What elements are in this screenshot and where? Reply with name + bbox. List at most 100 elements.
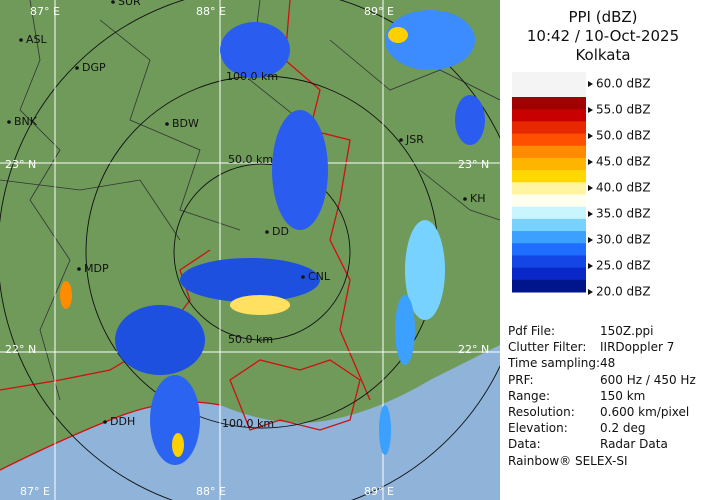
color-scale: 60.0 dBZ 55.0 dBZ 50.0 dBZ 45.0 dBZ 40.0 dBZ… [512,72,651,299]
scale-band [512,218,586,232]
city-dot [165,122,169,126]
grid-label: 87° E [30,5,60,18]
scale-tick [588,211,593,217]
city-label: DGP [82,61,106,74]
city-dot [399,138,403,142]
info-footer: Rainbow® SELEX-SI [508,453,628,468]
city-dot [265,230,269,234]
scale-top [512,72,586,97]
info-value: 0.2 deg [600,421,646,436]
info-key: Range: [508,388,551,403]
info-row: Data: Radar Data [508,437,668,452]
sea [0,345,500,500]
scale-tick [588,107,593,113]
grid-label: 89° E [364,485,394,498]
info-key: Resolution: [508,405,575,419]
city-dot [103,420,107,424]
info-value: IIRDoppler 7 [600,340,675,355]
scale-label: 35.0 dBZ [596,207,651,221]
scale-tick [588,81,593,87]
scale-label: 60.0 dBZ [596,77,651,91]
scale-band [512,194,586,208]
info-row: Pdf File: 150Z.ppi [508,324,654,338]
info-value: 0.600 km/pixel [600,405,690,419]
scale-band [512,231,586,244]
scale-tick [588,159,593,165]
info-value: 48 [600,356,616,371]
city-label: JSR [405,133,424,146]
city-label: DD [272,225,289,238]
scale-label: 50.0 dBZ [596,129,651,143]
info-row: Range: 150 km [508,388,645,403]
info-key: Data: [508,437,541,452]
info-row: PRF: 600 Hz / 450 Hz [508,372,696,387]
city-dot [301,275,305,279]
city-dot [7,120,11,124]
precipitation-echoes [60,10,485,465]
scale-band [512,97,586,110]
city-label: BDW [172,117,199,130]
range-label: 100.0 km [226,70,278,83]
info-value: 600 Hz / 450 Hz [600,372,696,387]
scale-band [512,255,586,269]
info-key: Time sampling: [508,356,601,371]
legend-title: PPI (dBZ) [568,8,638,26]
scale-label: 25.0 dBZ [596,259,651,273]
city-label: CNL [308,270,331,283]
radar-map: SUR ASL DGP BNK BDW JSR KH MDP DD CNL DDH 87° E 88° … [0,0,500,500]
info-value: 150 km [600,388,646,403]
grid-label: 23° N [458,158,489,171]
scale-band [512,121,586,135]
legend-title: Kolkata [575,46,631,64]
info-row: Time sampling: 48 [508,356,615,371]
scale-band [512,279,586,293]
info-row: Clutter Filter: IIRDoppler 7 [508,340,674,355]
scale-band [512,206,586,220]
info-key: Pdf File: [508,324,556,338]
range-label: 50.0 km [228,153,273,166]
grid-label: 87° E [20,485,50,498]
info-key: Elevation: [508,421,568,436]
scale-band [512,267,586,281]
info-key: PRF: [508,372,534,387]
city-label: MDP [84,262,109,275]
legend-panel: PPI (dBZ) 10:42 / 10-Oct-2025 Kolkata 60… [500,0,706,500]
scale-tick [588,133,593,139]
city-label: SUR [118,0,141,8]
scale-label: 55.0 dBZ [596,103,651,117]
city-label: BNK [14,115,38,128]
grid-label: 23° N [5,158,36,171]
scale-label: 45.0 dBZ [596,155,651,169]
grid-label: 22° N [458,343,489,356]
range-label: 50.0 km [228,333,273,346]
scale-tick [588,289,593,295]
scale-band [512,182,586,195]
scale-band [512,243,586,256]
scale-label: 40.0 dBZ [596,181,651,195]
city-dot [75,66,79,70]
info-row: Elevation: 0.2 deg [508,421,646,436]
city-dot [111,0,115,4]
grid-label: 88° E [196,485,226,498]
info-row: Resolution: 0.600 km/pixel [508,405,689,419]
range-label: 100.0 km [222,417,274,430]
scale-tick [588,263,593,269]
scale-band [512,133,586,147]
city-label: ASL [26,33,48,46]
city-dot [463,197,467,201]
scale-tick [588,185,593,191]
info-key: Clutter Filter: [508,340,587,355]
info-value: 150Z.ppi [600,324,654,338]
scale-band [512,109,586,122]
grid-label: 89° E [364,5,394,18]
scale-label: 20.0 dBZ [596,285,651,299]
scale-tick [588,237,593,243]
legend-title: 10:42 / 10-Oct-2025 [526,27,680,45]
city-label: DDH [110,415,135,428]
scale-band [512,157,586,171]
grid-label: 88° E [196,5,226,18]
city-dot [19,38,23,42]
city-label: KH [470,192,486,205]
scale-band [512,145,586,159]
